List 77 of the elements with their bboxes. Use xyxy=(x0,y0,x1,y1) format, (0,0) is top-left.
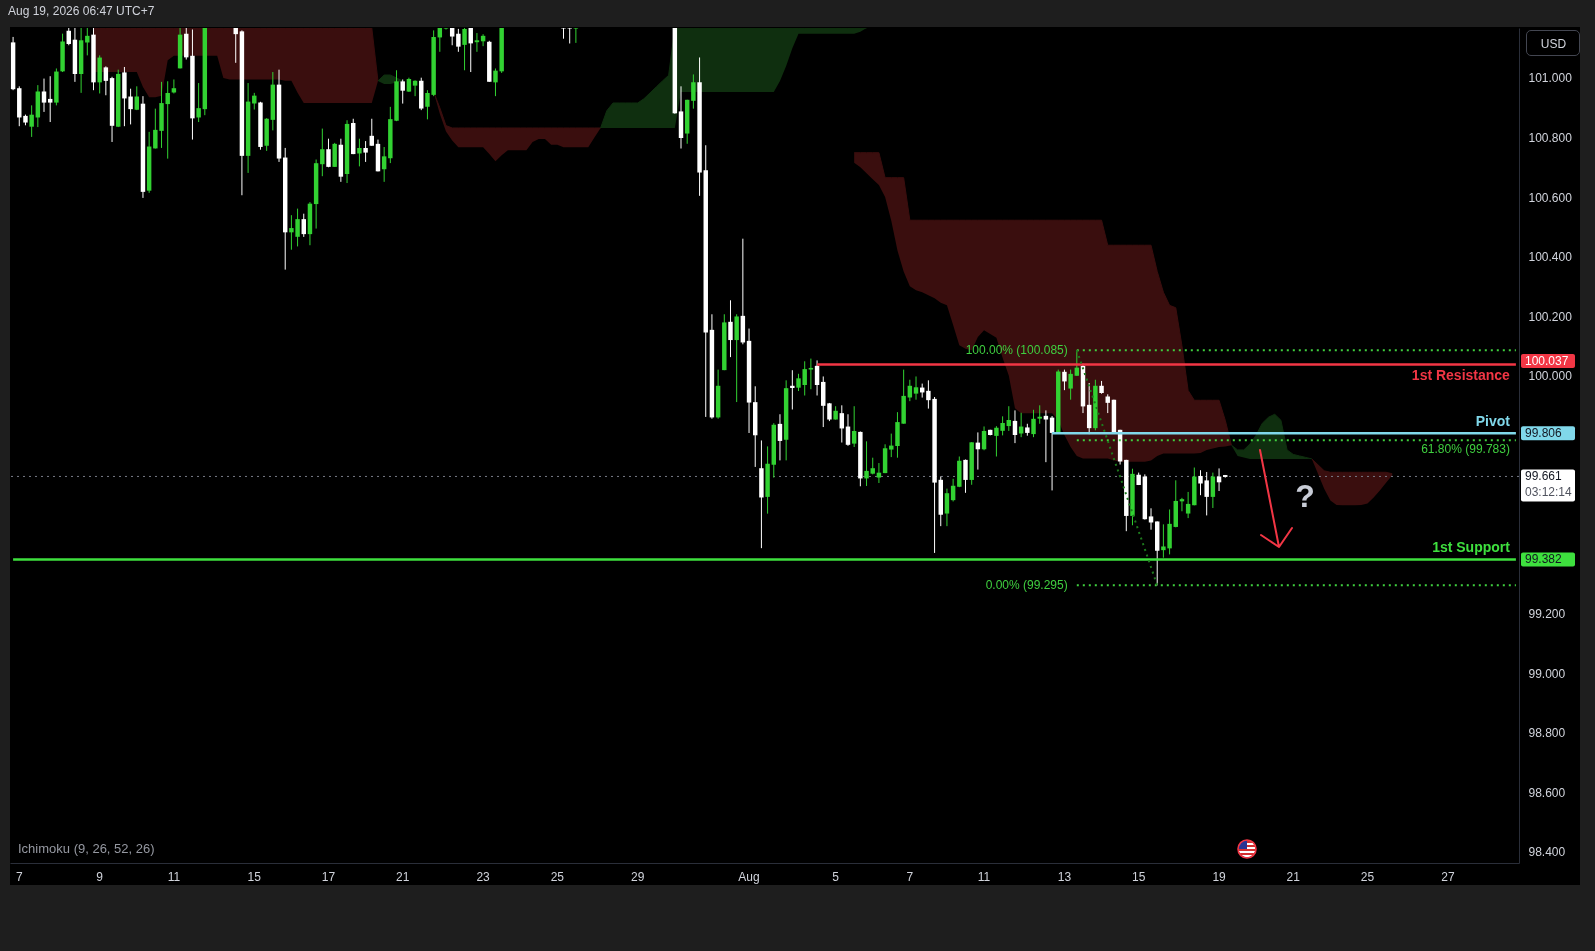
candlestick xyxy=(357,138,362,167)
x-tick-label: 15 xyxy=(1131,869,1146,884)
series-label: Pivot xyxy=(1475,413,1511,430)
candlestick xyxy=(29,104,34,138)
x-tick-label: 19 xyxy=(1212,869,1227,884)
candlestick xyxy=(412,79,418,97)
series-label: 1st Support xyxy=(1432,539,1511,556)
candlestick xyxy=(734,313,739,403)
candlestick xyxy=(47,75,53,123)
x-tick-label: 7 xyxy=(906,869,914,884)
text: 03:12:14 xyxy=(1525,484,1573,499)
candlestick xyxy=(326,138,331,168)
x-tick-label: 21 xyxy=(1286,869,1301,884)
annotation: Ichimoku (9, 26, 52, 26) xyxy=(18,841,155,856)
x-tick-label: Aug xyxy=(738,869,760,884)
candlestick xyxy=(320,128,325,177)
candlestick xyxy=(728,299,733,358)
x-tick-label: 25 xyxy=(1360,869,1375,884)
ref-line-label: 99.661 xyxy=(1525,469,1563,484)
series-label: 61.80% (99.783) xyxy=(1421,442,1510,457)
candlestick xyxy=(474,32,480,53)
x-tick-label: 21 xyxy=(396,869,410,884)
y-tick-label: 100.000 xyxy=(1528,369,1573,384)
candlestick xyxy=(864,440,869,487)
y-tick-label: 101.000 xyxy=(1528,71,1573,86)
data-label: 99.382 xyxy=(1525,552,1563,567)
y-tick-label: 100.400 xyxy=(1528,250,1573,265)
series-label: 1st Resistance xyxy=(1411,366,1511,383)
candlestick xyxy=(369,118,375,147)
candlestick xyxy=(332,142,337,168)
x-tick-label: 29 xyxy=(631,869,645,884)
y-tick-label: 98.400 xyxy=(1528,845,1566,860)
candlestick xyxy=(1185,491,1191,519)
series-label: 100.00% (100.085) xyxy=(965,343,1068,358)
candlestick xyxy=(400,78,405,105)
x-tick-label: 17 xyxy=(321,869,336,884)
y-axis-title: USD xyxy=(1540,36,1567,51)
candlestick xyxy=(821,375,826,428)
candlestick xyxy=(876,462,882,484)
candlestick xyxy=(456,28,461,53)
x-tick-label: 27 xyxy=(1441,869,1455,884)
annotation: ? xyxy=(1295,478,1315,514)
candlestick xyxy=(301,213,306,238)
candlestick xyxy=(963,458,968,494)
candlestick xyxy=(381,146,387,183)
x-tick-label: 15 xyxy=(247,869,262,884)
y-tick-label: 99.000 xyxy=(1528,666,1566,681)
candlestick xyxy=(573,28,579,44)
series-label: 0.00% (99.295) xyxy=(985,578,1068,593)
chart-title: Aug 19, 2026 06:47 UTC+7 xyxy=(8,4,155,18)
candlestick xyxy=(462,28,467,71)
y-tick-label: 100.800 xyxy=(1528,131,1573,146)
y-tick-label: 98.800 xyxy=(1528,726,1566,741)
x-tick-label: 13 xyxy=(1057,869,1072,884)
y-tick-label: 100.200 xyxy=(1528,309,1573,324)
candlestick xyxy=(790,369,795,410)
y-tick-label: 100.600 xyxy=(1528,190,1573,205)
data-label: 99.806 xyxy=(1525,426,1563,441)
candlestick xyxy=(85,28,90,56)
candlestick xyxy=(691,73,696,110)
x-tick-label: 9 xyxy=(96,869,104,884)
candlestick xyxy=(944,488,950,527)
candlestick xyxy=(103,65,109,96)
x-tick-label: 25 xyxy=(550,869,565,884)
candlestick xyxy=(363,140,368,163)
x-tick-label: 23 xyxy=(476,869,491,884)
data-label: 100.037 xyxy=(1525,354,1569,369)
x-tick-label: 5 xyxy=(832,869,840,884)
y-tick-label: 98.600 xyxy=(1528,785,1566,800)
y-tick-label: 99.200 xyxy=(1528,607,1566,622)
x-tick-label: 11 xyxy=(977,869,991,884)
candlestick xyxy=(196,82,201,123)
candlestick xyxy=(41,78,47,113)
x-tick-label: 7 xyxy=(15,869,23,884)
candlestick xyxy=(493,67,498,97)
candlestick xyxy=(808,358,814,390)
x-tick-label: 11 xyxy=(167,869,181,884)
